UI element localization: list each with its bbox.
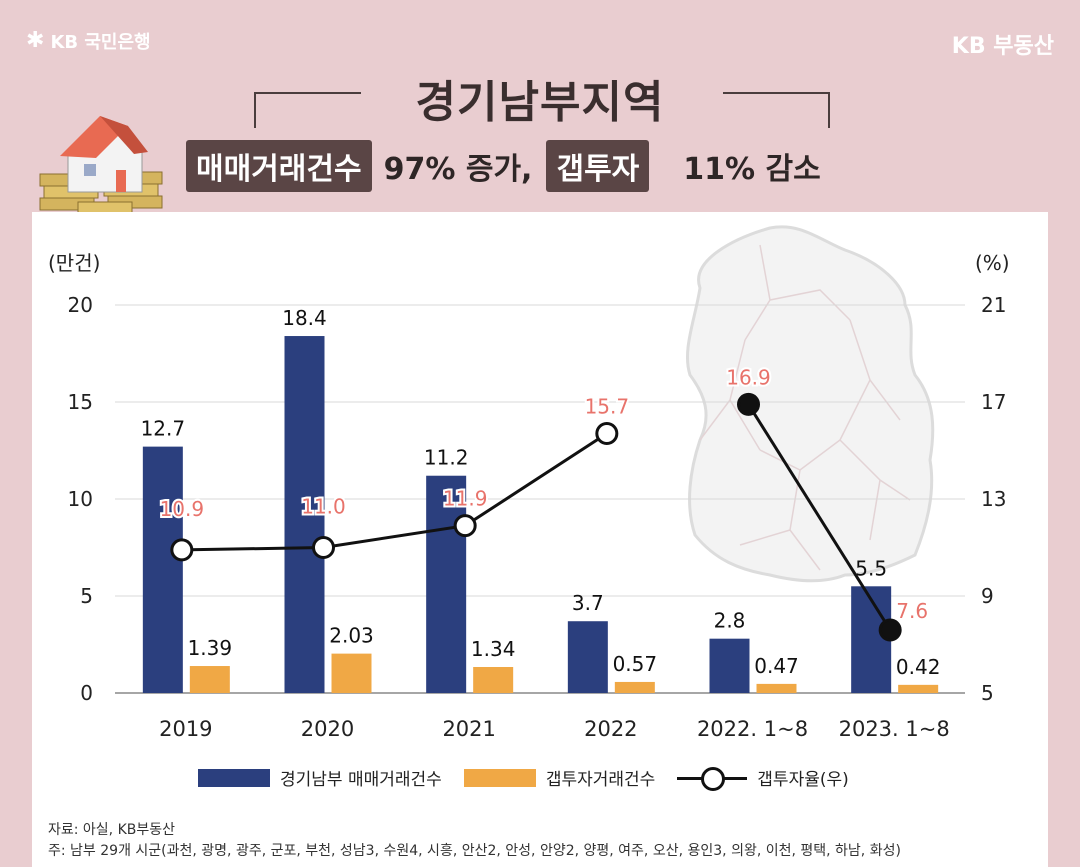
bar-sales-label: 18.4 [282,306,327,330]
title-bracket-right [723,92,830,128]
rate-point [737,392,760,416]
bar-sales [567,621,608,693]
legend-label-sales: 경기남부 매매거래건수 [280,770,442,790]
bar-gap [756,683,797,693]
bar-sales-label: 2.8 [714,609,746,633]
subtitle: 매매거래건수 97% 증가, 갭투자 11% 감소 [186,140,821,192]
rate-point [170,538,194,562]
x-tick-label: 2019 [159,717,212,741]
title-bracket-left [254,92,361,128]
x-tick-label: 2022 [584,717,637,741]
y-left-axis-label: (만건) [48,251,100,275]
legend-label-gap: 갭투자거래건수 [545,770,656,790]
y-left-tick-label: 5 [80,584,93,608]
rate-label: 7.6 [896,599,928,623]
bank-logo-text: KB 국민은행 [50,32,151,53]
bar-gap-label: 1.34 [471,637,516,661]
bar-gap-label: 2.03 [329,624,374,648]
bar-gap [614,681,655,693]
y-left-tick-label: 20 [68,293,93,317]
tag-sales-count: 매매거래건수 [186,140,372,192]
source-line-1: 자료: 아실, KB부동산 [48,822,176,838]
y-left-tick-label: 15 [68,390,93,414]
x-tick-label: 2022. 1~8 [697,717,808,741]
gyeonggi-map [685,225,935,583]
gridlines [115,304,965,694]
y-left-tick-label: 0 [80,681,93,705]
bar-sales-label: 11.2 [424,446,469,470]
source-note: 자료: 아실, KB부동산 주: 남부 29개 시군(과천, 광명, 광주, 군… [48,820,901,862]
bar-sales-label: 3.7 [572,591,604,615]
rate-point [878,618,902,642]
legend: 경기남부 매매거래건수 갭투자거래건수 갭투자율(우) [198,765,871,791]
legend-item-sales: 경기남부 매매거래건수 [198,765,442,790]
y-right-tick-label: 5 [981,681,994,705]
legend-label-rate: 갭투자율(우) [757,770,849,790]
y-right-tick-label: 13 [981,487,1006,511]
bar-gap [898,684,939,693]
rate-line-segment [181,432,608,552]
bar-gap-label: 0.57 [613,652,658,676]
x-tick-label: 2023. 1~8 [839,717,950,741]
kb-bank-logo: ✱ KB 국민은행 [26,28,151,54]
y-right-axis-label: (%) [975,251,1010,275]
combo-chart: 0 5 10 15 20 5 9 13 17 21 (만건) (%) 2019 2020 2021 2022 2… [48,225,1010,741]
bar-sales-label: 12.7 [141,417,186,441]
house-money-illustration [39,116,163,215]
legend-swatch-rate [677,766,748,791]
rate-point [453,514,477,538]
y-right-tick-label: 17 [981,390,1006,414]
tag-gap-investment: 갭투자 [546,140,650,192]
data-labels: 12.7 1.39 18.4 2.03 11.2 1.34 3.7 0.57 2.8 0.47 5.… [141,306,941,679]
bar-sales-label: 5.5 [855,556,887,580]
bar-gap [473,667,514,693]
x-tick-label: 2021 [442,717,495,741]
rate-label: 11.9 [443,487,488,511]
bar-sales [142,446,183,693]
rate-line-segment [747,403,892,631]
brand-name: KB 부동산 [951,34,1054,59]
bar-sales [426,475,467,693]
y-right-tick-label: 21 [981,293,1006,317]
rate-label: 16.9 [726,365,771,389]
rate-point [312,536,335,559]
gap-change-text: 11% 감소 [683,152,821,187]
legend-item-rate: 갭투자율(우) [677,765,849,791]
legend-swatch-gap [463,768,536,787]
top-bar: ✱ KB 국민은행 KB 부동산 [0,28,1080,60]
rate-label: 11.0 [301,495,346,519]
page-title: 경기남부지역 [415,77,665,128]
source-line-2: 주: 남부 29개 시군(과천, 광명, 광주, 군포, 부천, 성남3, 수원… [48,843,901,859]
axes: 0 5 10 15 20 5 9 13 17 21 (만건) (%) 2019 2020 2021 2022 2… [48,251,1010,741]
bar-gap-label: 1.39 [188,636,233,660]
bar-gap [331,653,372,693]
rate-point [595,422,619,446]
rate-label: 10.9 [160,497,205,521]
y-right-tick-label: 9 [981,584,994,608]
x-tick-label: 2020 [301,717,354,741]
sales-change-text: 97% 증가, [383,152,533,187]
bar-sales [709,638,750,693]
bar-gap [189,666,230,693]
kb-star-icon: ✱ [26,28,45,53]
bar-sales [284,336,325,693]
bar-gap-label: 0.42 [896,655,941,679]
rate-line [170,392,902,642]
bars [142,336,939,693]
y-left-tick-label: 10 [68,487,93,511]
rate-label: 15.7 [585,395,630,419]
legend-swatch-sales [198,768,270,787]
legend-item-gap: 갭투자거래건수 [463,765,656,790]
bar-gap-label: 0.47 [754,654,799,678]
